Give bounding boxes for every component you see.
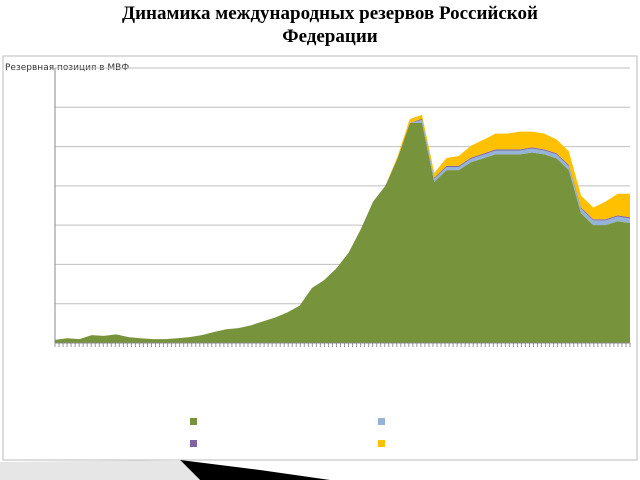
legend-swatch <box>378 418 385 425</box>
decor-wedge <box>180 460 330 480</box>
decor-band <box>0 460 200 480</box>
legend-swatch <box>190 440 197 447</box>
area <box>55 123 630 343</box>
legend-swatch <box>190 418 197 425</box>
legend-swatch <box>378 440 385 447</box>
chart-title: Динамика международных резервов Российск… <box>122 3 538 47</box>
title-box: Динамика международных резервов Российск… <box>122 3 538 47</box>
